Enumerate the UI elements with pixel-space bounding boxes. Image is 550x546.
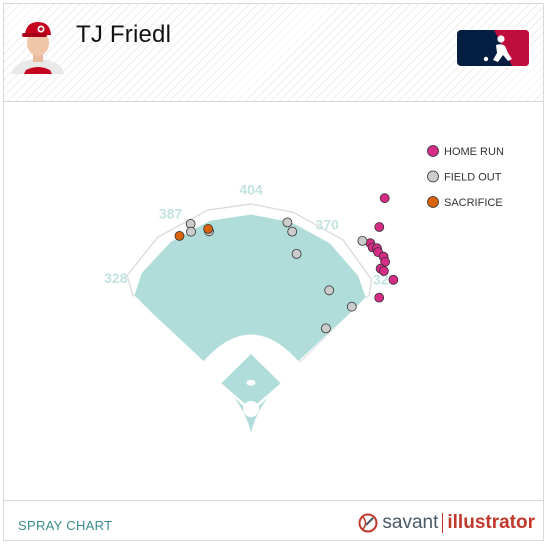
legend-label-field-out: FIELD OUT: [444, 172, 502, 184]
legend-swatch-sacrifice: [428, 197, 439, 208]
spray-chart-card: TJ Friedl 328 387 404 370 325 HOME RUN FIELD …: [3, 3, 544, 541]
player-headshot-icon: [12, 14, 64, 74]
fence-label-left-field: 328: [104, 270, 128, 286]
hit-point-home-run: [389, 275, 398, 284]
pitchers-mound: [247, 380, 256, 386]
hit-point-home-run: [375, 293, 384, 302]
fence-label-left-center: 387: [159, 206, 183, 222]
hit-point-field-out: [347, 302, 356, 311]
hit-point-field-out: [292, 249, 301, 258]
legend-swatch-home-run: [428, 146, 439, 157]
fence-label-right-center: 370: [316, 216, 340, 232]
hit-point-field-out: [358, 236, 367, 245]
hit-point-home-run: [375, 223, 384, 232]
hit-point-field-out: [283, 218, 292, 227]
brand-savant: savant: [382, 512, 438, 534]
brand-illustrator: illustrator: [447, 512, 535, 534]
hit-point-home-run: [379, 267, 388, 276]
mlb-logo-icon: [456, 29, 530, 67]
hit-point-sacrifice: [175, 231, 184, 240]
legend-swatch-field-out: [428, 171, 439, 182]
savant-ball-icon: [358, 513, 378, 533]
player-name: TJ Friedl: [76, 21, 171, 49]
savant-brand: savant illustrator: [358, 511, 535, 535]
header: TJ Friedl: [4, 4, 543, 102]
hit-point-field-out: [288, 227, 297, 236]
field-diagram: [127, 204, 371, 433]
fence-label-center: 404: [239, 182, 263, 198]
hit-point-field-out: [187, 227, 196, 236]
hit-point-sacrifice: [204, 224, 213, 233]
chart-type-label: SPRAY CHART: [18, 518, 112, 533]
hit-point-field-out: [321, 324, 330, 333]
legend-label-home-run: HOME RUN: [444, 146, 504, 158]
hit-point-field-out: [325, 286, 334, 295]
home-plate-circle: [243, 401, 259, 417]
hit-point-home-run: [380, 194, 389, 203]
legend-label-sacrifice: SACRIFICE: [444, 197, 503, 209]
legend: HOME RUN FIELD OUT SACRIFICE: [428, 146, 504, 210]
footer: SPRAY CHART savant illustrator: [4, 500, 543, 541]
brand-divider: [442, 513, 443, 533]
